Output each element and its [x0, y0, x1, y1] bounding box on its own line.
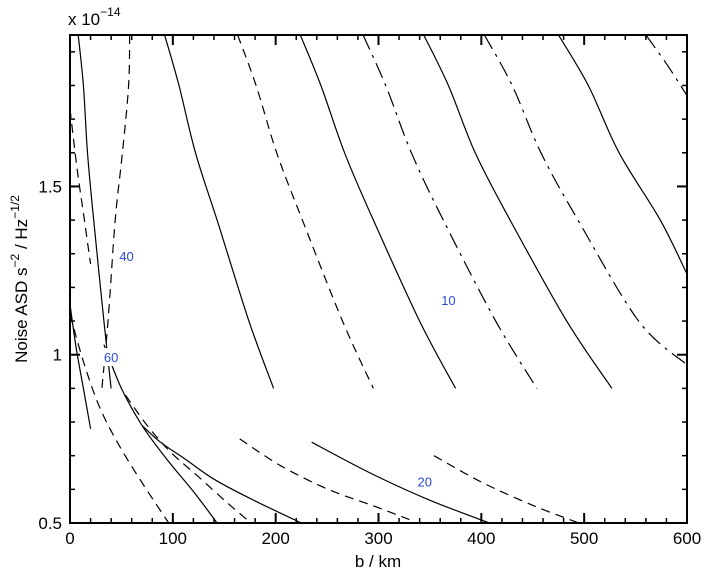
contour-labels: 40 60 10 20 — [98, 247, 462, 491]
contour-line-12 — [70, 304, 92, 429]
contour-line-14 — [103, 344, 218, 523]
contour-line-13 — [70, 314, 170, 523]
x-axis-ticks: 0 100 200 300 400 500 600 — [65, 35, 701, 548]
contour-label-backdrop — [113, 247, 140, 266]
y-tick-label: 1.5 — [38, 177, 62, 196]
contour-line-6 — [362, 35, 538, 389]
contour-line-10 — [645, 35, 687, 96]
y-label-exponent-2: −1/2 — [8, 195, 22, 219]
contour-line-7 — [423, 35, 613, 389]
y-label-exponent-1: −2 — [8, 253, 22, 267]
contour-line-8 — [483, 35, 687, 366]
x-tick-label: 200 — [261, 529, 289, 548]
contour-line-15 — [125, 394, 252, 523]
plot-frame — [69, 34, 688, 524]
y-axis-multiplier: x 10−14 — [68, 5, 121, 29]
contour-line-1 — [77, 35, 112, 389]
contour-line-19 — [433, 455, 580, 523]
multiplier-exponent: −14 — [100, 5, 121, 19]
multiplier-base: x 10 — [68, 10, 100, 29]
x-tick-label: 300 — [364, 529, 392, 548]
x-axis-label: b / km — [355, 552, 401, 571]
contour-label-backdrop — [435, 290, 462, 309]
x-tick-label: 100 — [159, 529, 187, 548]
contour-line-2 — [101, 35, 131, 389]
contour-line-18 — [311, 441, 490, 523]
x-tick-label: 0 — [65, 529, 74, 548]
contour-line-4 — [237, 35, 374, 389]
x-tick-label: 400 — [467, 529, 495, 548]
contour-line-17 — [239, 438, 410, 521]
contour-line-3 — [164, 35, 275, 389]
x-tick-label: 600 — [673, 529, 701, 548]
y-axis-label: Noise ASD s−2 / Hz−1/2 — [8, 195, 31, 363]
contour-label-10: 10 — [441, 293, 455, 308]
contour-label-60: 60 — [104, 350, 118, 365]
y-label-mid: / Hz — [12, 219, 31, 254]
contour-line-9 — [557, 35, 687, 275]
y-tick-label: 1 — [53, 346, 62, 365]
contour-line-5 — [299, 35, 457, 389]
contour-line-11 — [70, 108, 92, 264]
y-axis-ticks: 0.5 1 1.5 — [38, 51, 687, 533]
contour-label-backdrop — [411, 472, 438, 491]
y-label-prefix: Noise ASD s — [12, 267, 31, 362]
contour-lines — [70, 35, 687, 523]
contour-label-backdrop — [98, 348, 125, 367]
x-tick-label: 500 — [570, 529, 598, 548]
y-tick-label: 0.5 — [38, 514, 62, 533]
contour-label-40: 40 — [119, 249, 133, 264]
contour-label-20: 20 — [418, 475, 432, 490]
contour-line-16 — [141, 424, 302, 523]
